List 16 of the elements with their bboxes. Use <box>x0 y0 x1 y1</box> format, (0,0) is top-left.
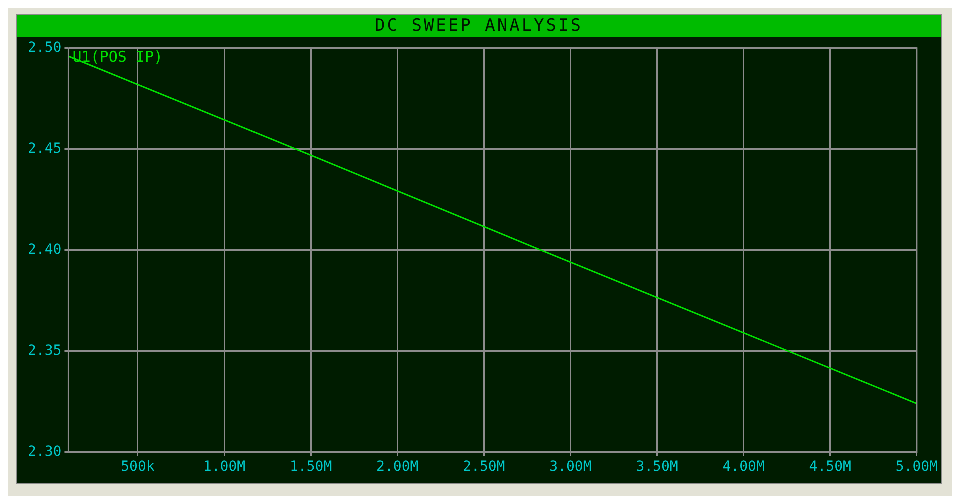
y-tick-label: 2.40 <box>28 242 62 258</box>
x-tick-label: 500k <box>121 459 156 476</box>
x-tick-label: 1.00M <box>203 459 246 476</box>
x-tick-label: 4.00M <box>722 459 765 476</box>
y-tick-label: 2.45 <box>28 140 62 157</box>
y-tick-label: 2.35 <box>28 342 62 359</box>
y-tick-label: 2.50 <box>28 40 62 56</box>
x-tick-label: 5.00M <box>896 459 938 476</box>
x-tick-label: 2.50M <box>463 459 506 476</box>
chart-title: DC SWEEP ANALYSIS <box>17 15 941 37</box>
x-tick-label: 1.50M <box>290 459 332 476</box>
x-tick-label: 2.00M <box>376 459 419 476</box>
x-tick-label: 3.00M <box>550 459 592 476</box>
x-tick-label: 4.50M <box>809 459 852 476</box>
y-tick-label: 2.30 <box>28 444 62 460</box>
x-tick-label: 3.50M <box>636 459 678 476</box>
